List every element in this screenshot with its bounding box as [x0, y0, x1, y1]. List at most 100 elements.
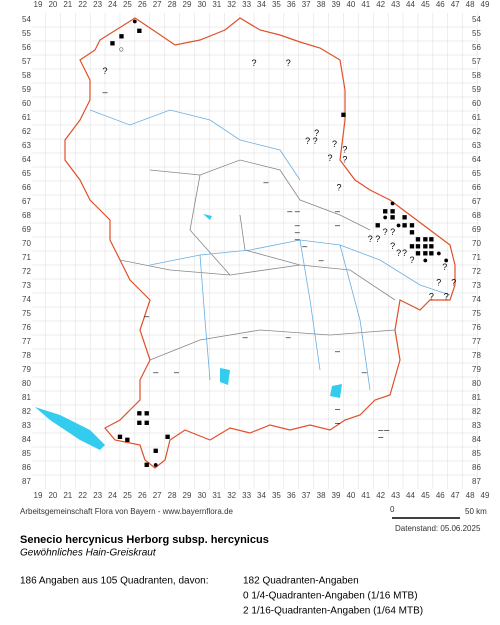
row-label: 78 — [472, 351, 481, 360]
row-label: 82 — [22, 407, 31, 416]
district-borders — [119, 159, 396, 361]
stats-line: 0 1/4-Quadranten-Angaben (1/16 MTB) — [243, 591, 418, 602]
row-label: 65 — [472, 169, 481, 178]
record-marker: ■ — [153, 446, 158, 456]
record-marker: – — [335, 206, 340, 216]
column-label: 40 — [346, 491, 355, 500]
column-label: 46 — [436, 491, 445, 500]
record-marker: – — [286, 332, 291, 342]
lake — [330, 384, 342, 398]
row-label: 59 — [22, 85, 31, 94]
record-marker: ■ — [429, 248, 434, 258]
row-label: 60 — [472, 99, 481, 108]
row-label: 87 — [22, 477, 31, 486]
record-marker: ■ — [382, 206, 387, 216]
row-label: 58 — [472, 71, 481, 80]
record-marker: ? — [451, 278, 456, 288]
column-label: 29 — [183, 0, 192, 9]
record-marker: ? — [409, 255, 414, 265]
row-label: 70 — [472, 239, 481, 248]
column-label: 19 — [34, 0, 43, 9]
record-marker: ? — [342, 145, 347, 155]
row-label: 71 — [22, 253, 31, 262]
record-marker: – — [153, 367, 158, 377]
row-label: 85 — [22, 449, 31, 458]
record-marker: ■ — [415, 248, 420, 258]
record-marker: – — [362, 367, 367, 377]
record-marker: ? — [396, 248, 401, 258]
row-label: 83 — [472, 421, 481, 430]
record-marker: – — [378, 425, 383, 435]
column-label: 43 — [391, 491, 400, 500]
column-label: 47 — [451, 491, 460, 500]
record-marker: ? — [332, 139, 337, 149]
record-marker: ● — [444, 255, 449, 265]
record-marker: – — [103, 87, 108, 97]
column-label: 34 — [257, 491, 266, 500]
rivers — [89, 109, 451, 391]
column-label: 45 — [421, 0, 430, 9]
column-label: 37 — [302, 491, 311, 500]
row-label: 78 — [22, 351, 31, 360]
record-marker: ■ — [144, 418, 149, 428]
row-label: 87 — [472, 477, 481, 486]
record-marker: ? — [342, 154, 347, 164]
record-marker: ● — [390, 198, 395, 208]
credit: Arbeitsgemeinschaft Flora von Bayern - w… — [20, 507, 234, 516]
column-label: 23 — [93, 491, 102, 500]
record-marker: ? — [383, 227, 388, 237]
record-marker: – — [287, 206, 292, 216]
record-marker: ■ — [429, 241, 434, 251]
column-label: 27 — [153, 0, 162, 9]
column-label: 22 — [78, 0, 87, 9]
column-label: 37 — [302, 0, 311, 9]
record-marker: ■ — [137, 26, 142, 36]
column-label: 21 — [63, 0, 72, 9]
record-marker: – — [295, 227, 300, 237]
column-label: 30 — [197, 0, 206, 9]
column-label: 33 — [242, 0, 251, 9]
record-marker: ■ — [119, 31, 124, 41]
record-marker: ● — [396, 220, 401, 230]
column-label: 44 — [406, 491, 415, 500]
row-label: 79 — [472, 365, 481, 374]
record-marker: ? — [375, 234, 380, 244]
record-marker: ■ — [409, 227, 414, 237]
row-label: 70 — [22, 239, 31, 248]
record-marker: – — [295, 206, 300, 216]
row-label: 82 — [472, 407, 481, 416]
stats-line: 2 1/16-Quadranten-Angaben (1/64 MTB) — [243, 606, 423, 617]
column-label: 20 — [48, 491, 57, 500]
row-label: 73 — [472, 281, 481, 290]
column-label: 36 — [287, 491, 296, 500]
row-label: 62 — [22, 127, 31, 136]
record-marker: – — [144, 311, 149, 321]
record-marker: ■ — [144, 408, 149, 418]
row-label: 66 — [22, 183, 31, 192]
state-border — [64, 17, 456, 469]
record-marker: ? — [305, 136, 310, 146]
row-label: 86 — [472, 463, 481, 472]
row-label: 56 — [472, 43, 481, 52]
column-label: 44 — [406, 0, 415, 9]
row-label: 74 — [22, 295, 31, 304]
record-marker: ■ — [165, 432, 170, 442]
record-marker: ? — [368, 234, 373, 244]
record-marker: ■ — [341, 110, 346, 120]
row-label: 58 — [22, 71, 31, 80]
row-label: 59 — [472, 85, 481, 94]
title: Senecio hercynicus Herborg subsp. hercyn… — [20, 534, 269, 546]
record-marker: ■ — [423, 234, 428, 244]
row-label: 60 — [22, 99, 31, 108]
row-label: 63 — [22, 141, 31, 150]
record-marker: ● — [382, 212, 387, 222]
record-marker: ? — [328, 153, 333, 163]
column-label: 33 — [242, 491, 251, 500]
row-label: 64 — [472, 155, 481, 164]
record-marker: ○ — [119, 44, 124, 54]
record-marker: ■ — [390, 212, 395, 222]
column-label: 41 — [361, 491, 370, 500]
record-marker: ■ — [423, 248, 428, 258]
record-marker: ? — [444, 292, 449, 302]
record-marker: ? — [313, 136, 318, 146]
